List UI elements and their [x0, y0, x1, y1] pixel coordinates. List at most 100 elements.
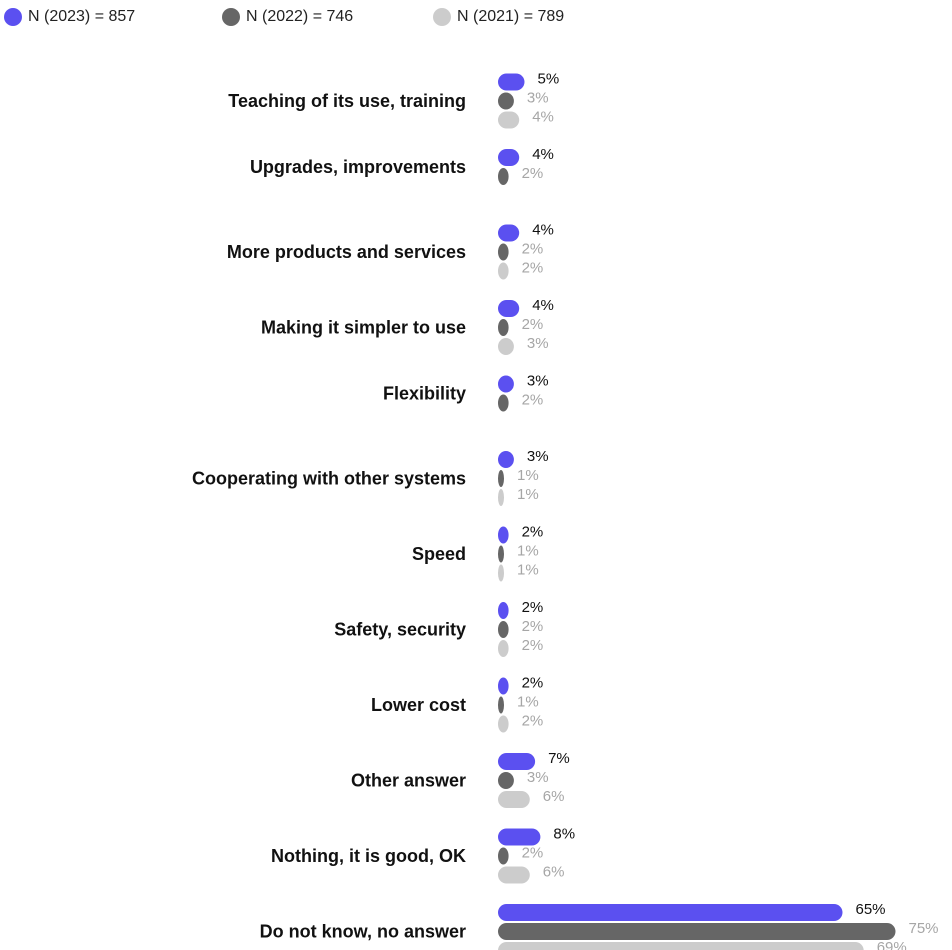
value-label: 8%: [553, 826, 575, 843]
bar: [498, 111, 520, 129]
value-label: 3%: [527, 335, 549, 352]
bar: [498, 791, 530, 808]
category-group: Speed 2% 1% 1%: [412, 524, 543, 582]
category-group: Upgrades, improvements 4% 2%: [250, 146, 554, 185]
category-label: More products and services: [227, 242, 466, 262]
bar: [498, 489, 504, 506]
category-label: Do not know, no answer: [260, 922, 466, 942]
value-label: 2%: [522, 599, 544, 616]
category-label: Cooperating with other systems: [192, 469, 466, 489]
bar: [498, 451, 514, 468]
bar: [498, 621, 509, 638]
value-label: 1%: [517, 467, 539, 484]
bar: [498, 168, 509, 185]
category-group: Other answer 7% 3% 6%: [351, 750, 570, 808]
value-label: 1%: [517, 562, 539, 579]
category-label: Upgrades, improvements: [250, 157, 466, 177]
category-label: Nothing, it is good, OK: [271, 846, 466, 866]
value-label: 2%: [522, 637, 544, 654]
bar: [498, 640, 509, 657]
category-label: Lower cost: [371, 695, 466, 715]
category-label: Speed: [412, 544, 466, 564]
bar: [498, 923, 896, 940]
legend-swatch-2022: [222, 8, 240, 26]
value-label: 3%: [527, 373, 549, 390]
legend-swatch-2021: [433, 8, 451, 26]
bar: [498, 847, 509, 865]
bar: [498, 753, 536, 770]
legend-label-2023: N (2023) = 857: [28, 8, 136, 25]
bar: [498, 828, 541, 846]
category-group: Safety, security 2% 2% 2%: [334, 599, 543, 657]
category-group: Making it simpler to use 4% 2% 3%: [261, 297, 554, 355]
bar: [498, 92, 514, 110]
value-label: 4%: [532, 297, 554, 314]
legend-item-2023: N (2023) = 857: [4, 8, 135, 26]
bar: [498, 394, 509, 412]
category-label: Other answer: [351, 771, 466, 791]
bar: [498, 715, 509, 733]
value-label: 75%: [909, 920, 939, 937]
value-label: 6%: [543, 788, 565, 805]
value-label: 3%: [527, 90, 549, 107]
value-label: 7%: [548, 750, 570, 767]
value-label: 4%: [532, 109, 554, 126]
value-label: 1%: [517, 543, 539, 560]
bar: [498, 545, 504, 563]
value-label: 4%: [532, 222, 554, 239]
bar: [498, 526, 509, 544]
category-label: Flexibility: [383, 384, 466, 404]
bar: [498, 696, 504, 714]
bar: [498, 375, 514, 393]
value-label: 6%: [543, 864, 565, 881]
value-label: 2%: [522, 316, 544, 333]
bar: [498, 243, 509, 261]
bar: [498, 772, 514, 789]
category-group: More products and services 4% 2% 2%: [227, 222, 554, 280]
bar: [498, 866, 530, 884]
value-label: 65%: [856, 901, 886, 918]
bar: [498, 262, 509, 280]
value-label: 4%: [532, 146, 554, 163]
bar: [498, 338, 514, 355]
value-label: 2%: [522, 165, 544, 182]
bar: [498, 73, 525, 91]
bar: [498, 602, 509, 619]
bar: [498, 470, 504, 487]
category-group: Lower cost 2% 1% 2%: [371, 675, 543, 733]
value-label: 2%: [522, 260, 544, 277]
value-label: 1%: [517, 486, 539, 503]
category-label: Making it simpler to use: [261, 318, 466, 338]
bar: [498, 564, 504, 582]
bar: [498, 677, 509, 695]
bar: [498, 319, 509, 336]
bar: [498, 300, 520, 317]
category-group: Flexibility 3% 2%: [383, 373, 549, 412]
value-label: 2%: [522, 845, 544, 862]
category-group: Nothing, it is good, OK 8% 2% 6%: [271, 826, 575, 884]
legend-item-2022: N (2022) = 746: [222, 8, 353, 26]
legend-label-2021: N (2021) = 789: [457, 8, 565, 25]
category-group: Teaching of its use, training 5% 3% 4%: [228, 71, 559, 129]
value-label: 2%: [522, 524, 544, 541]
value-label: 5%: [538, 71, 560, 88]
bar: [498, 942, 864, 950]
legend-label-2022: N (2022) = 746: [246, 8, 354, 25]
value-label: 69%: [877, 939, 907, 950]
category-group: Do not know, no answer 65% 75%69%: [260, 901, 939, 950]
value-label: 2%: [522, 392, 544, 409]
legend: N (2023) = 857 N (2022) = 746 N (2021) =…: [0, 0, 952, 36]
bar: [498, 224, 520, 242]
bar: [498, 904, 843, 921]
category-label: Teaching of its use, training: [228, 91, 466, 111]
value-label: 2%: [522, 241, 544, 258]
value-label: 2%: [522, 675, 544, 692]
value-label: 2%: [522, 618, 544, 635]
legend-item-2021: N (2021) = 789: [433, 8, 564, 26]
bar: [498, 149, 520, 166]
value-label: 3%: [527, 769, 549, 786]
category-group: Cooperating with other systems 3% 1% 1%: [192, 448, 549, 506]
value-label: 1%: [517, 694, 539, 711]
value-label: 3%: [527, 448, 549, 465]
